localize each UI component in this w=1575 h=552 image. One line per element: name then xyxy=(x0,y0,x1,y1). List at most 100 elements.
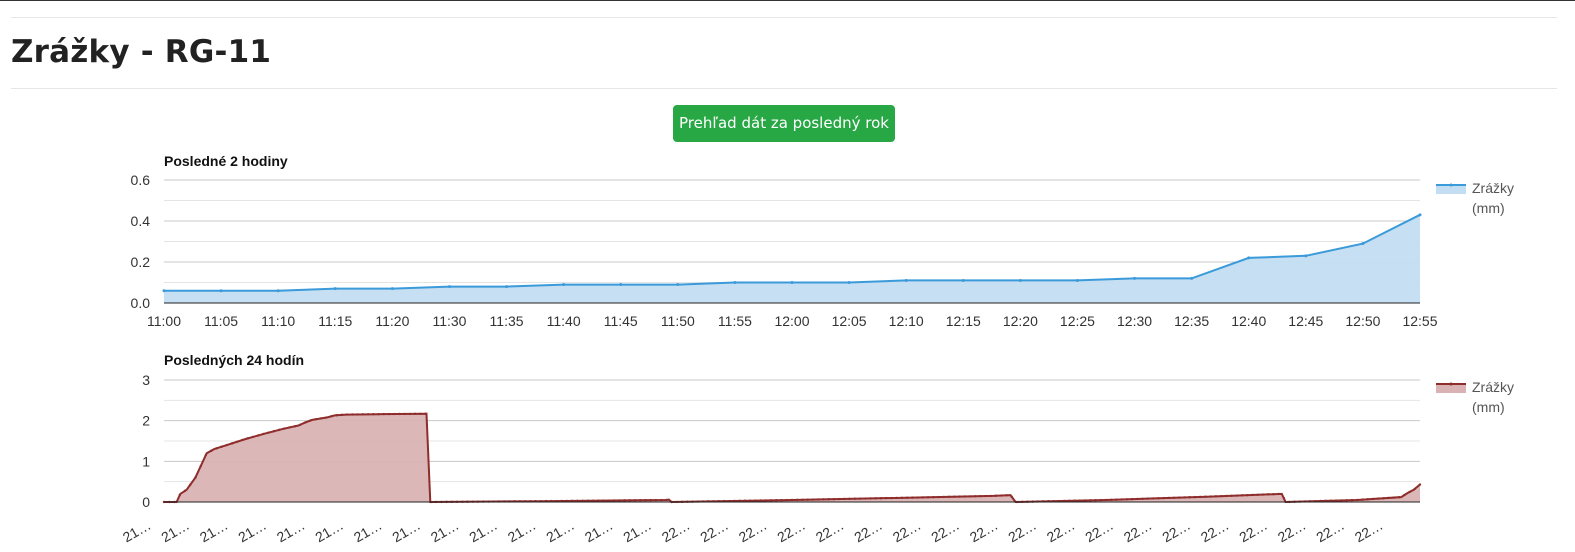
data-point xyxy=(1178,496,1181,499)
x-tick-label: 22… xyxy=(1121,517,1155,546)
chart-1: Posledné 2 hodiny 0.0 0.2 0.4 0.6 11:00 11:05 1… xyxy=(131,153,1514,329)
data-point xyxy=(1172,496,1176,499)
data-point xyxy=(215,447,218,450)
data-point xyxy=(618,499,621,502)
data-point xyxy=(1382,497,1385,500)
data-point xyxy=(298,423,302,426)
data-point xyxy=(733,281,737,284)
data-point xyxy=(979,494,982,498)
data-point xyxy=(1366,498,1369,501)
data-point xyxy=(366,413,370,416)
data-point xyxy=(340,413,344,417)
data-point xyxy=(1356,498,1359,502)
data-point xyxy=(1408,490,1411,494)
data-point xyxy=(1387,496,1390,500)
x-tick-label: 11:55 xyxy=(718,313,752,329)
data-point xyxy=(879,497,883,500)
data-point xyxy=(1219,494,1223,498)
x-tick-label: 12:35 xyxy=(1174,313,1209,329)
data-point xyxy=(1225,494,1228,498)
x-tick-label: 21… xyxy=(235,517,269,546)
y-tick-label: 0.2 xyxy=(131,254,151,270)
series-area xyxy=(164,413,1420,502)
data-point xyxy=(586,499,590,502)
data-point xyxy=(895,496,898,500)
x-tick-label: 11:35 xyxy=(490,313,524,329)
data-point xyxy=(801,498,804,501)
data-point xyxy=(1277,492,1280,496)
data-point xyxy=(885,496,888,500)
x-tick-label: 11:05 xyxy=(204,313,238,329)
data-point xyxy=(1151,497,1155,500)
data-point xyxy=(1340,499,1343,502)
data-point xyxy=(644,498,647,502)
x-tick-label: 22… xyxy=(1198,517,1232,546)
data-point xyxy=(769,499,773,502)
data-point xyxy=(1183,496,1186,499)
data-point xyxy=(764,499,768,502)
data-point xyxy=(325,416,328,419)
data-point xyxy=(257,434,260,437)
data-point xyxy=(414,412,417,416)
legend-swatch xyxy=(1436,384,1466,393)
data-point xyxy=(408,412,412,416)
x-tick-label: 12:05 xyxy=(832,313,867,329)
data-point xyxy=(1324,499,1328,503)
data-point xyxy=(591,499,595,502)
x-tick-label: 22… xyxy=(1044,517,1078,546)
data-point xyxy=(1083,499,1087,502)
data-point xyxy=(345,413,349,416)
x-tick-label: 22… xyxy=(851,517,885,546)
data-point xyxy=(236,440,239,443)
x-tick-label: 22… xyxy=(1005,517,1039,546)
data-point xyxy=(847,281,851,284)
data-point xyxy=(1214,495,1218,498)
y-tick-label: 0.0 xyxy=(131,295,151,311)
data-point xyxy=(209,449,213,453)
data-point xyxy=(1094,499,1097,502)
data-point xyxy=(1199,495,1202,499)
data-point xyxy=(309,419,312,422)
data-point xyxy=(602,499,605,502)
data-point xyxy=(633,499,637,502)
data-point xyxy=(1418,213,1422,217)
legend-swatch xyxy=(1436,185,1466,194)
data-point xyxy=(612,499,616,502)
data-point xyxy=(1397,496,1401,499)
data-point xyxy=(1110,498,1113,501)
data-point xyxy=(775,499,778,502)
data-point xyxy=(314,418,317,421)
data-point xyxy=(319,417,323,420)
data-point xyxy=(199,465,202,468)
data-point xyxy=(351,413,354,416)
x-tick-label: 22… xyxy=(1082,517,1116,546)
x-tick-label: 11:15 xyxy=(318,313,352,329)
data-point xyxy=(968,495,972,498)
page-title: Zrážky - RG-11 xyxy=(11,34,272,70)
year-overview-button[interactable]: Prehľad dát za posledný rok xyxy=(673,105,895,142)
data-point xyxy=(1089,499,1092,502)
x-tick-label: 21… xyxy=(582,517,616,546)
top-rule xyxy=(0,0,1575,1)
x-tick-label: 21… xyxy=(351,517,385,546)
chart-title: Posledné 2 hodiny xyxy=(164,153,288,169)
chart-title: Posledných 24 hodín xyxy=(164,352,304,368)
data-point xyxy=(858,497,862,500)
data-point xyxy=(1376,497,1380,500)
data-point xyxy=(505,285,509,289)
data-point xyxy=(785,498,788,502)
data-point xyxy=(581,499,584,502)
data-point xyxy=(1162,496,1165,500)
data-point xyxy=(743,499,747,502)
legend-label: Zrážky xyxy=(1472,379,1514,395)
data-point xyxy=(738,499,741,503)
y-tick-label: 3 xyxy=(142,372,150,388)
data-point xyxy=(219,289,223,293)
data-point xyxy=(921,496,925,499)
y-tick-label: 0 xyxy=(142,494,150,510)
data-point xyxy=(905,496,909,499)
data-point xyxy=(937,495,940,499)
series-area xyxy=(164,214,1420,303)
data-point xyxy=(1335,499,1338,502)
